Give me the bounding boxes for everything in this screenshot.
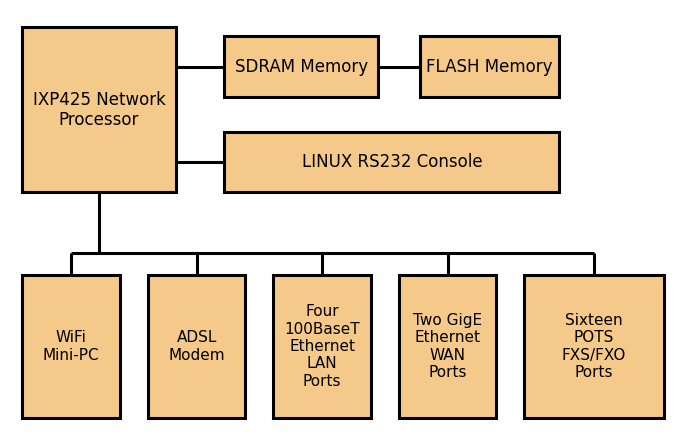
FancyBboxPatch shape <box>524 275 664 418</box>
FancyBboxPatch shape <box>22 28 176 192</box>
FancyBboxPatch shape <box>420 36 559 97</box>
Text: Sixteen
POTS
FXS/FXO
Ports: Sixteen POTS FXS/FXO Ports <box>562 313 626 380</box>
Text: FLASH Memory: FLASH Memory <box>426 58 553 76</box>
Text: WiFi
Mini-PC: WiFi Mini-PC <box>43 330 99 363</box>
FancyBboxPatch shape <box>273 275 371 418</box>
Text: IXP425 Network
Processor: IXP425 Network Processor <box>33 90 165 129</box>
FancyBboxPatch shape <box>148 275 246 418</box>
Text: Two GigE
Ethernet
WAN
Ports: Two GigE Ethernet WAN Ports <box>413 313 482 380</box>
Text: LINUX RS232 Console: LINUX RS232 Console <box>302 153 482 171</box>
Text: ADSL
Modem: ADSL Modem <box>168 330 225 363</box>
Text: SDRAM Memory: SDRAM Memory <box>234 58 368 76</box>
Text: Four
100BaseT
Ethernet
LAN
Ports: Four 100BaseT Ethernet LAN Ports <box>284 304 360 389</box>
FancyBboxPatch shape <box>22 275 120 418</box>
FancyBboxPatch shape <box>225 36 378 97</box>
FancyBboxPatch shape <box>399 275 496 418</box>
FancyBboxPatch shape <box>225 132 559 192</box>
